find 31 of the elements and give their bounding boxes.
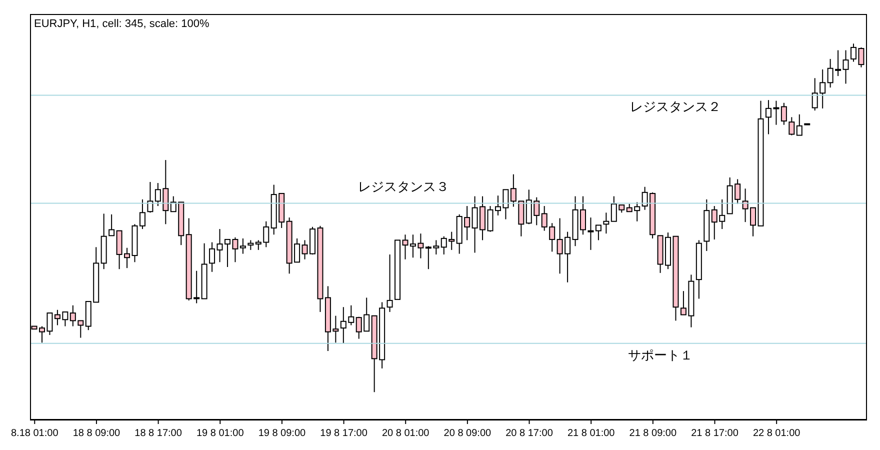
x-tick-label: 20 8 09:00 xyxy=(444,428,492,439)
x-tick-label: 18 8 17:00 xyxy=(134,428,182,439)
candlestick xyxy=(139,198,146,230)
x-tick-label: 21 8 01:00 xyxy=(567,428,616,439)
x-tick-label: 20 8 01:00 xyxy=(382,428,430,439)
chart-title: EURJPY, H1, cell: 345, scale: 100% xyxy=(34,18,210,30)
x-tick-label: 21 8 09:00 xyxy=(629,428,677,439)
x-tick-label: 20 8 17:00 xyxy=(506,428,554,439)
x-tick-label: 19 8 01:00 xyxy=(196,428,244,439)
candlestick xyxy=(788,116,795,136)
candlestick xyxy=(603,212,610,234)
x-tick-label: 8.18 01:00 xyxy=(11,428,59,439)
candlestick xyxy=(108,214,115,236)
candlestick xyxy=(796,114,802,136)
candlestick xyxy=(386,254,393,312)
x-tick-label: 19 8 17:00 xyxy=(320,428,368,439)
ref-line-label: レジスタンス３ xyxy=(358,179,449,194)
x-tick-label: 18 8 09:00 xyxy=(72,428,121,439)
candlestick xyxy=(147,181,154,214)
candlestick xyxy=(588,217,594,250)
ref-line-label: サポート１ xyxy=(628,347,693,362)
x-tick-label: 19 8 09:00 xyxy=(258,428,306,439)
candlestick xyxy=(780,102,787,126)
candlestick xyxy=(209,242,216,272)
x-tick-label: 22 8 01:00 xyxy=(752,428,801,439)
x-tick-label: 21 8 17:00 xyxy=(691,428,739,439)
ref-line-label: レジスタンス２ xyxy=(630,99,721,114)
candlestick xyxy=(240,238,246,254)
candlestick xyxy=(248,240,254,250)
candlestick xyxy=(842,50,849,84)
candlestick xyxy=(595,224,602,241)
